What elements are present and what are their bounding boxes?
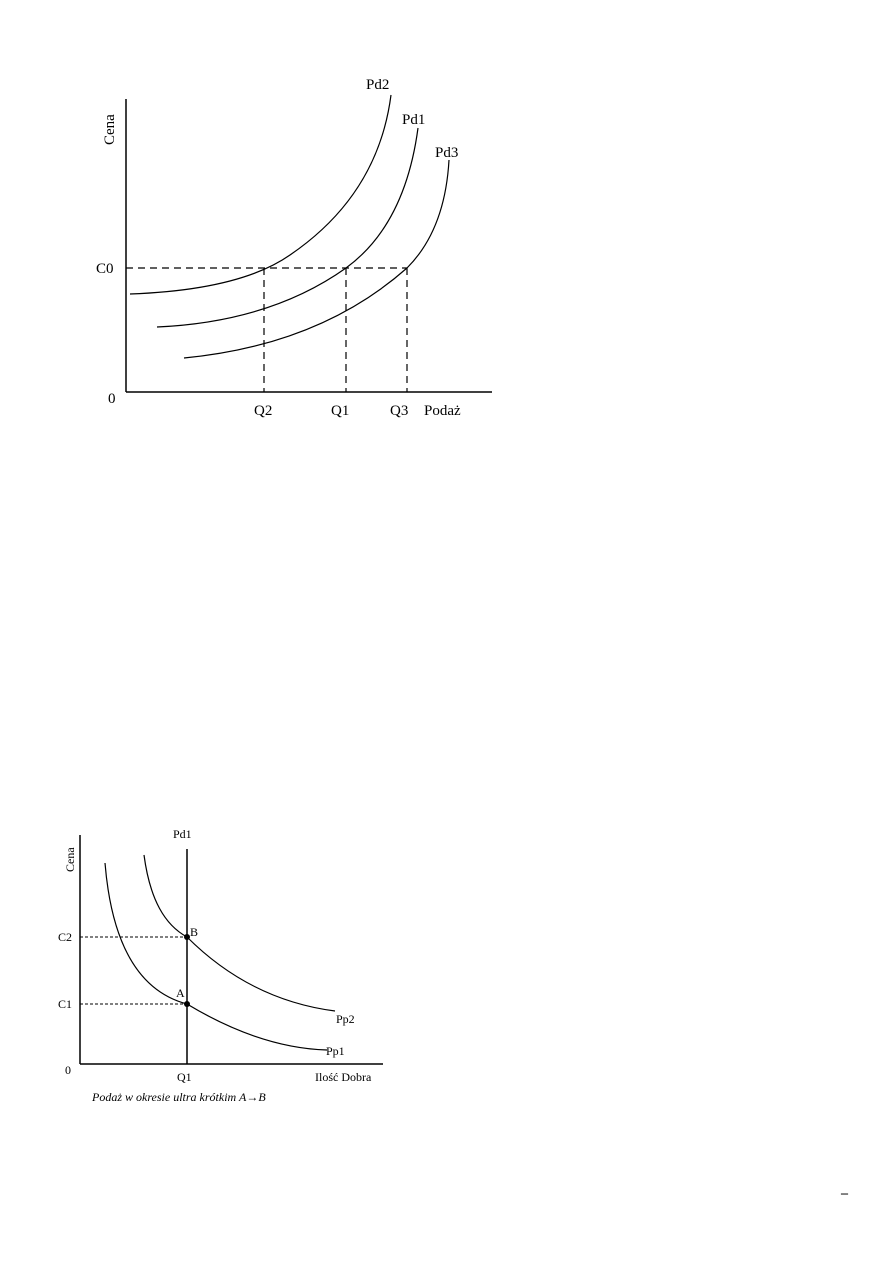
c2-label: C2 [58,930,72,944]
diagram-bottom: Cena C2 C1 0 Pd1 B A Pp2 Pp1 Q1 Ilość Do… [58,827,383,1104]
origin-label: 0 [108,391,116,407]
q2-label: Q2 [254,403,272,419]
pd1-label: Pd1 [173,827,192,841]
q1-label: Q1 [331,403,349,419]
curve-pd2 [129,94,392,295]
pp2-label: Pp2 [336,1012,355,1026]
curve-pp1 [104,862,328,1051]
curve-pd3 [183,159,450,359]
pp1-label: Pp1 [326,1044,345,1058]
c1-label: C1 [58,997,72,1011]
pd2-label: Pd2 [366,77,389,93]
curve-pd1 [156,127,419,328]
y-axis-label: Cena [63,847,77,872]
origin-label: 0 [65,1063,71,1077]
point-b-label: B [190,925,198,939]
diagram-caption: Podaż w okresie ultra krótkim A→B [91,1090,266,1104]
diagram-top: Cena C0 0 Pd2 Pd1 Pd3 Q2 Q1 Q3 Podaż [96,77,492,419]
point-b [184,934,190,940]
curve-pp2 [143,854,336,1012]
footer-mark: – [840,1186,849,1201]
x-axis-label: Ilość Dobra [315,1070,372,1084]
q1-label: Q1 [177,1070,192,1084]
point-a-label: A [176,986,185,1000]
point-a [184,1001,190,1007]
x-axis-label: Podaż [424,403,461,419]
y-axis-label: Cena [102,114,118,145]
pd1-label: Pd1 [402,112,425,128]
pd3-label: Pd3 [435,145,458,161]
c0-label: C0 [96,261,114,277]
q3-label: Q3 [390,403,408,419]
